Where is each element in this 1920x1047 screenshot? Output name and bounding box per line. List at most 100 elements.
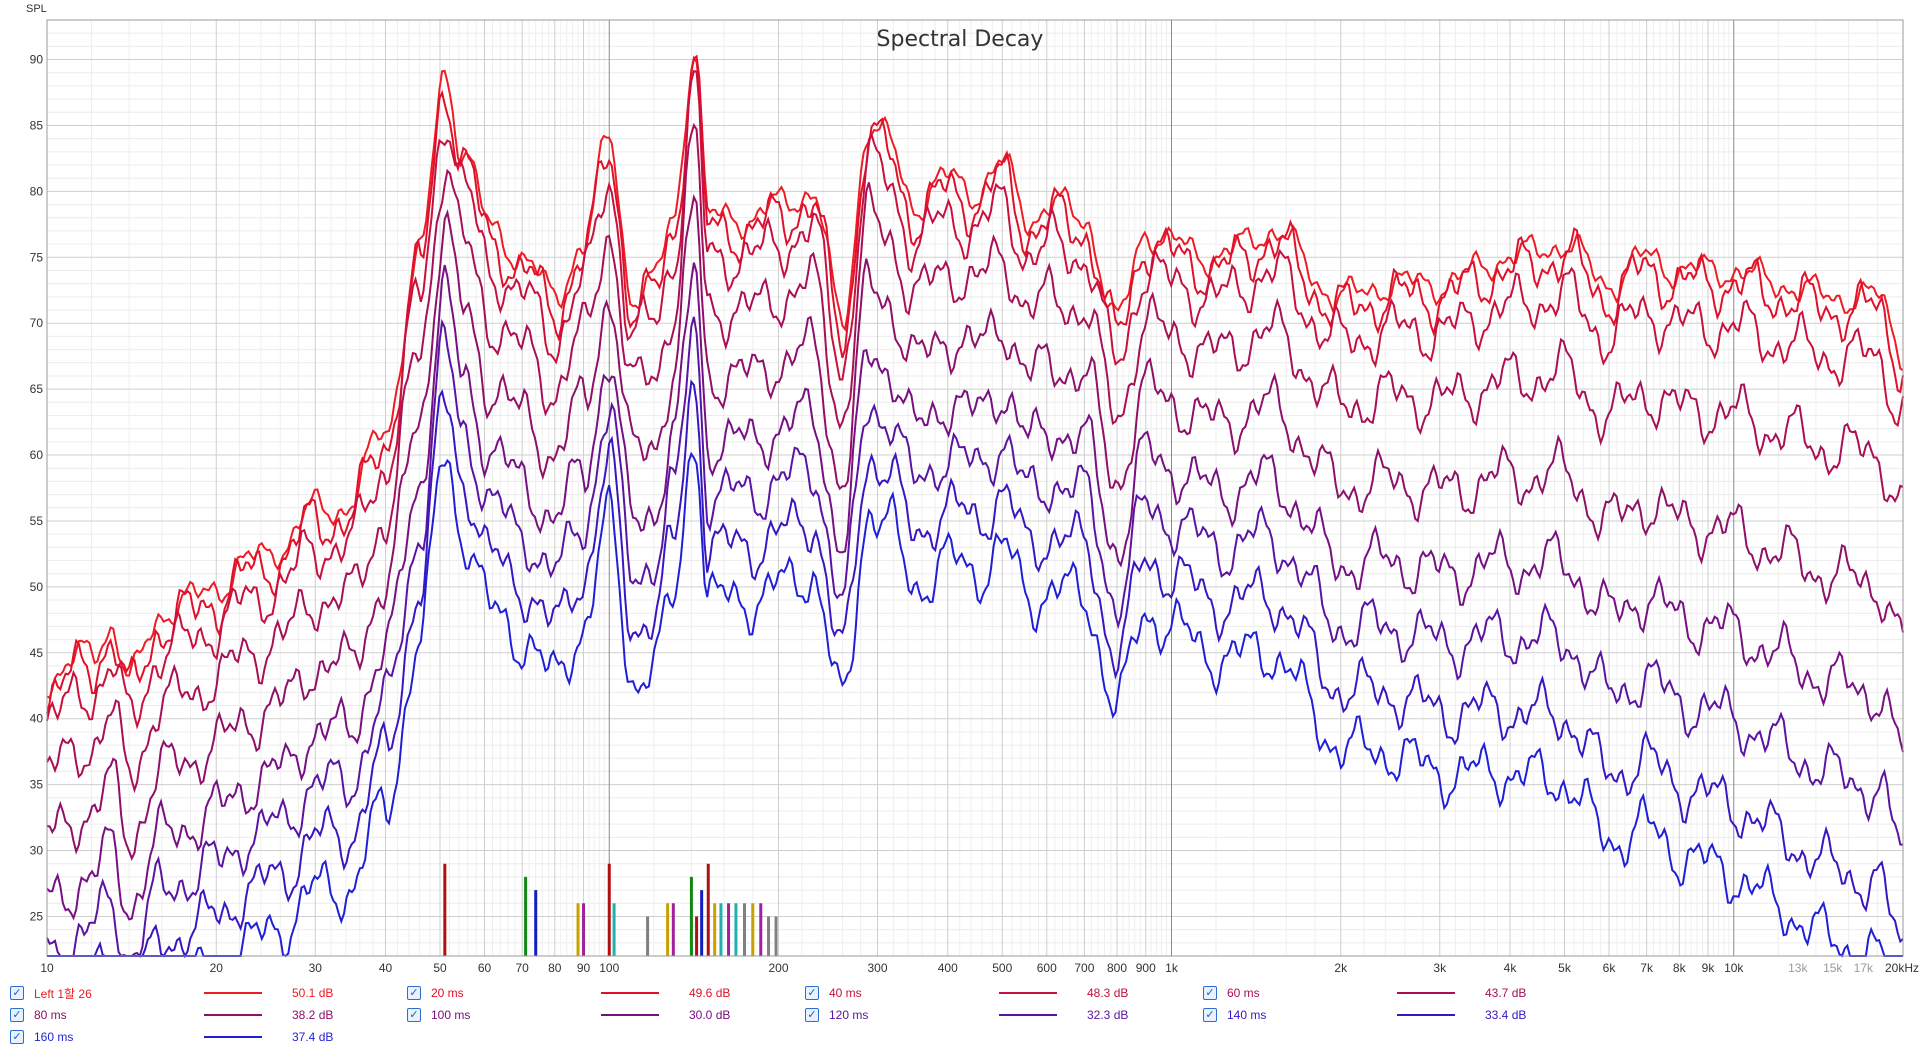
y-tick-label: 25 xyxy=(30,909,44,923)
legend-checkbox[interactable]: ✓ xyxy=(805,1008,819,1022)
legend-line-swatch xyxy=(204,1014,262,1016)
x-tick-label: 90 xyxy=(577,961,591,975)
y-tick-label: 80 xyxy=(30,184,44,198)
y-tick-label: 60 xyxy=(30,448,44,462)
legend-item[interactable]: ✓ 160 ms 37.4 dB xyxy=(10,1028,352,1046)
x-tick-label: 400 xyxy=(938,961,958,975)
x-tick-label: 2k xyxy=(1334,961,1348,975)
y-axis-label: SPL xyxy=(26,3,47,15)
legend-label: 140 ms xyxy=(1227,1008,1267,1022)
x-tick-label: 600 xyxy=(1037,961,1057,975)
x-tick-label: 700 xyxy=(1074,961,1094,975)
legend-label: Left 1할 26 xyxy=(34,986,92,1001)
y-tick-label: 70 xyxy=(30,316,44,330)
series-line xyxy=(46,316,1904,959)
x-tick-label: 200 xyxy=(768,961,788,975)
x-tick-label: 80 xyxy=(548,961,562,975)
legend-checkbox[interactable]: ✓ xyxy=(10,1008,24,1022)
y-tick-label: 65 xyxy=(30,382,44,396)
x-tick-label: 100 xyxy=(599,961,619,975)
legend-label: 160 ms xyxy=(34,1030,74,1044)
x-tick-label: 10 xyxy=(40,961,54,975)
x-tick-label: 1k xyxy=(1165,961,1179,975)
x-tick-label: 300 xyxy=(867,961,887,975)
x-tick-label: 30 xyxy=(309,961,323,975)
series-line xyxy=(46,193,1904,861)
legend-line-swatch xyxy=(601,1014,659,1016)
legend-value: 30.0 dB xyxy=(689,1008,731,1022)
legend-line-swatch xyxy=(204,992,262,994)
legend-item[interactable]: ✓ 80 ms 38.2 dB xyxy=(10,1006,352,1024)
x-tick-label: 40 xyxy=(379,961,393,975)
x-tick-label: 20 xyxy=(210,961,224,975)
x-tick-label: 60 xyxy=(478,961,492,975)
legend-value: 49.6 dB xyxy=(689,986,731,1000)
legend-label: 80 ms xyxy=(34,1008,67,1022)
legend: ✓ Left 1할 26 50.1 dB ✓ 20 ms 49.6 dB ✓ 40 ms 48.… xyxy=(0,980,1920,1047)
x-tick-label: 9k xyxy=(1702,961,1716,975)
x-tick-label: 70 xyxy=(515,961,529,975)
x-tick-label: 50 xyxy=(433,961,447,975)
legend-checkbox[interactable]: ✓ xyxy=(10,986,24,1000)
legend-item[interactable]: ✓ Left 1할 26 50.1 dB xyxy=(10,984,352,1002)
x-tick-label: 17k xyxy=(1854,961,1874,975)
legend-value: 37.4 dB xyxy=(292,1030,334,1044)
y-tick-label: 30 xyxy=(30,844,44,858)
x-tick-label: 5k xyxy=(1558,961,1572,975)
y-tick-label: 85 xyxy=(30,118,44,132)
legend-label: 40 ms xyxy=(829,986,862,1000)
legend-item[interactable]: ✓ 20 ms 49.6 dB xyxy=(407,984,749,1002)
series-line xyxy=(46,54,1904,714)
marker-group xyxy=(443,863,778,956)
legend-value: 32.3 dB xyxy=(1087,1008,1129,1022)
x-tick-label: 8k xyxy=(1673,961,1687,975)
x-tick-label: 10k xyxy=(1724,961,1744,975)
y-axis-ticks: 25 30 35 40 45 50 55 60 65 70 75 80 85 90 xyxy=(30,53,44,924)
legend-line-swatch xyxy=(204,1036,262,1038)
legend-label: 100 ms xyxy=(431,1008,471,1022)
legend-line-swatch xyxy=(1397,992,1455,994)
y-tick-label: 45 xyxy=(30,646,44,660)
legend-label: 120 ms xyxy=(829,1008,869,1022)
series-line xyxy=(46,69,1904,730)
legend-checkbox[interactable]: ✓ xyxy=(10,1030,24,1044)
x-tick-label: 800 xyxy=(1107,961,1127,975)
x-tick-label: 13k xyxy=(1788,961,1808,975)
legend-value: 43.7 dB xyxy=(1485,986,1527,1000)
legend-item[interactable]: ✓ 140 ms 33.4 dB xyxy=(1203,1006,1545,1024)
x-tick-label: 900 xyxy=(1136,961,1156,975)
legend-value: 38.2 dB xyxy=(292,1008,334,1022)
x-tick-label: 500 xyxy=(992,961,1012,975)
x-axis-ticks: 10 20 30 40 50 60 70 80 90 100 200 300 400 500 600 700 8… xyxy=(40,961,1919,975)
grid-minor xyxy=(47,19,1903,957)
legend-item[interactable]: ✓ 60 ms 43.7 dB xyxy=(1203,984,1545,1002)
legend-checkbox[interactable]: ✓ xyxy=(805,986,819,1000)
y-tick-label: 50 xyxy=(30,580,44,594)
legend-checkbox[interactable]: ✓ xyxy=(1203,986,1217,1000)
legend-item[interactable]: ✓ 100 ms 30.0 dB xyxy=(407,1006,749,1024)
legend-checkbox[interactable]: ✓ xyxy=(1203,1008,1217,1022)
legend-line-swatch xyxy=(999,1014,1057,1016)
legend-line-swatch xyxy=(1397,1014,1455,1016)
legend-checkbox[interactable]: ✓ xyxy=(407,1008,421,1022)
legend-item[interactable]: ✓ 40 ms 48.3 dB xyxy=(805,984,1147,1002)
legend-item[interactable]: ✓ 120 ms 32.3 dB xyxy=(805,1006,1147,1024)
legend-label: 20 ms xyxy=(431,986,464,1000)
y-tick-label: 90 xyxy=(30,53,44,67)
legend-value: 33.4 dB xyxy=(1485,1008,1527,1022)
chart-title: Spectral Decay xyxy=(877,27,1044,52)
x-tick-label: 20kHz xyxy=(1885,961,1919,975)
y-tick-label: 55 xyxy=(30,514,44,528)
x-tick-label: 3k xyxy=(1433,961,1447,975)
x-tick-label: 6k xyxy=(1603,961,1617,975)
legend-line-swatch xyxy=(999,992,1057,994)
series-line xyxy=(47,379,1904,959)
grid-major xyxy=(47,20,1903,956)
y-tick-label: 35 xyxy=(30,778,44,792)
legend-value: 50.1 dB xyxy=(292,986,334,1000)
legend-line-swatch xyxy=(601,992,659,994)
legend-value: 48.3 dB xyxy=(1087,986,1129,1000)
legend-label: 60 ms xyxy=(1227,986,1260,1000)
x-tick-label: 15k xyxy=(1823,961,1843,975)
legend-checkbox[interactable]: ✓ xyxy=(407,986,421,1000)
